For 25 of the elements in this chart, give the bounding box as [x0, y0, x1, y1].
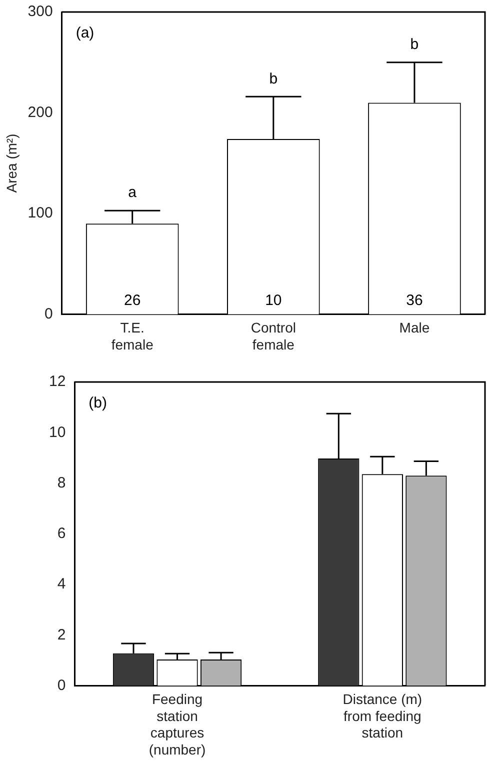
y-tick-label: 0: [44, 306, 53, 323]
y-tick-label: 100: [28, 204, 53, 222]
annotation: a: [128, 184, 138, 202]
annotation: (b): [88, 394, 108, 412]
x-tick-label: Male: [399, 320, 430, 336]
y-tick-label: 8: [57, 474, 66, 492]
y-tick-label: 0: [57, 676, 66, 694]
x-tick-label: T.E. female: [111, 320, 154, 352]
y-tick-label: 12: [48, 373, 66, 390]
y-tick-label: 4: [57, 576, 66, 593]
y-tick-label: 10: [48, 424, 66, 441]
x-tick-label: Control female: [250, 320, 296, 352]
annotation: 10: [265, 292, 282, 310]
x-tick-label: Distance (m) from feeding station: [342, 691, 422, 741]
y-tick-label: 2: [57, 626, 66, 644]
annotation: (a): [76, 24, 94, 42]
y-tick-label: 6: [57, 525, 66, 542]
y-tick-label: 300: [28, 3, 53, 20]
x-tick-label: Feeding station captures (number): [148, 691, 206, 758]
y-axis-title: Area (m²): [3, 134, 20, 193]
annotation: b: [410, 36, 419, 54]
annotation: b: [269, 70, 278, 88]
annotation: 26: [124, 292, 141, 310]
annotation: 36: [406, 292, 423, 310]
y-tick-label: 200: [28, 104, 53, 121]
